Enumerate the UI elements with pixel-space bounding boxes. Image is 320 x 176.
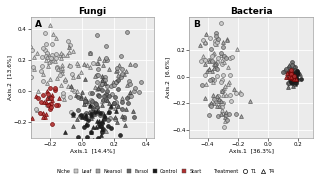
Title: Fungi: Fungi — [79, 7, 107, 16]
Title: Bacteria: Bacteria — [230, 7, 273, 16]
Y-axis label: Axis.2  [6.6%]: Axis.2 [6.6%] — [165, 56, 171, 98]
Text: A: A — [35, 20, 42, 29]
X-axis label: Axis.1  [14.4%]: Axis.1 [14.4%] — [70, 148, 115, 153]
Text: B: B — [193, 20, 200, 29]
Legend: Niche, Leaf, Nearsol, Farsol, Control, Start, Treatment, T1, T4: Niche, Leaf, Nearsol, Farsol, Control, S… — [46, 169, 274, 174]
X-axis label: Axis.1  [36.3%]: Axis.1 [36.3%] — [229, 148, 274, 153]
Y-axis label: Axis.2  [13.6%]: Axis.2 [13.6%] — [7, 55, 12, 100]
